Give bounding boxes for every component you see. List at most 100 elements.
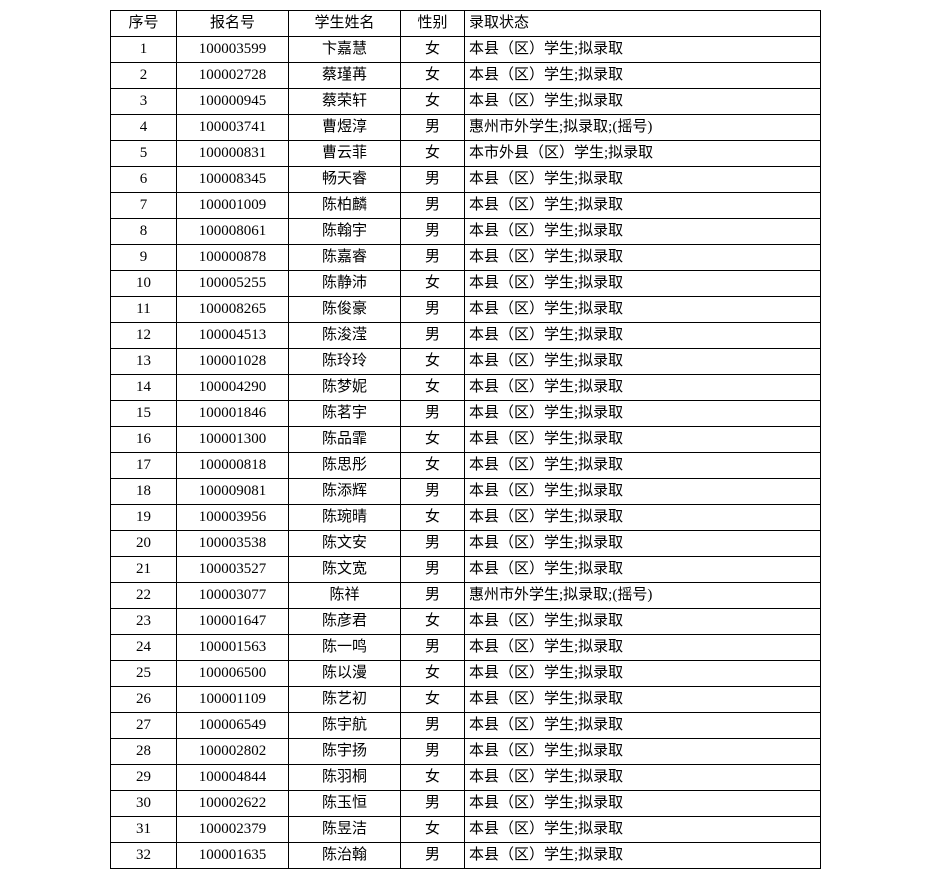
cell-id: 100005255: [177, 271, 289, 297]
cell-name: 陈昱洁: [289, 817, 401, 843]
cell-id: 100001563: [177, 635, 289, 661]
cell-status: 本县（区）学生;拟录取: [465, 271, 821, 297]
cell-id: 100009081: [177, 479, 289, 505]
admission-table-container: 序号 报名号 学生姓名 性别 录取状态 1100003599卞嘉慧女本县（区）学…: [110, 10, 820, 869]
cell-seq: 27: [111, 713, 177, 739]
table-row: 29100004844陈羽桐女本县（区）学生;拟录取: [111, 765, 821, 791]
cell-id: 100008061: [177, 219, 289, 245]
table-row: 14100004290陈梦妮女本县（区）学生;拟录取: [111, 375, 821, 401]
cell-seq: 24: [111, 635, 177, 661]
cell-id: 100006549: [177, 713, 289, 739]
cell-status: 本县（区）学生;拟录取: [465, 609, 821, 635]
table-row: 25100006500陈以漫女本县（区）学生;拟录取: [111, 661, 821, 687]
cell-seq: 30: [111, 791, 177, 817]
table-row: 23100001647陈彦君女本县（区）学生;拟录取: [111, 609, 821, 635]
cell-gender: 男: [401, 583, 465, 609]
cell-name: 陈嘉睿: [289, 245, 401, 271]
cell-seq: 21: [111, 557, 177, 583]
cell-gender: 女: [401, 427, 465, 453]
cell-id: 100000945: [177, 89, 289, 115]
cell-seq: 8: [111, 219, 177, 245]
cell-status: 本县（区）学生;拟录取: [465, 739, 821, 765]
cell-seq: 14: [111, 375, 177, 401]
cell-seq: 19: [111, 505, 177, 531]
header-status: 录取状态: [465, 11, 821, 37]
cell-status: 本县（区）学生;拟录取: [465, 557, 821, 583]
cell-seq: 15: [111, 401, 177, 427]
cell-name: 曹云菲: [289, 141, 401, 167]
cell-id: 100003741: [177, 115, 289, 141]
cell-gender: 女: [401, 349, 465, 375]
cell-name: 陈茗宇: [289, 401, 401, 427]
cell-status: 本县（区）学生;拟录取: [465, 817, 821, 843]
cell-id: 100000831: [177, 141, 289, 167]
cell-seq: 10: [111, 271, 177, 297]
table-row: 9100000878陈嘉睿男本县（区）学生;拟录取: [111, 245, 821, 271]
table-row: 13100001028陈玲玲女本县（区）学生;拟录取: [111, 349, 821, 375]
cell-status: 本县（区）学生;拟录取: [465, 843, 821, 869]
cell-status: 本县（区）学生;拟录取: [465, 297, 821, 323]
cell-name: 陈一鸣: [289, 635, 401, 661]
cell-gender: 男: [401, 323, 465, 349]
cell-name: 陈文宽: [289, 557, 401, 583]
table-row: 2100002728蔡瑾苒女本县（区）学生;拟录取: [111, 63, 821, 89]
cell-id: 100000818: [177, 453, 289, 479]
cell-status: 惠州市外学生;拟录取;(摇号): [465, 583, 821, 609]
cell-status: 本县（区）学生;拟录取: [465, 687, 821, 713]
cell-status: 本县（区）学生;拟录取: [465, 427, 821, 453]
cell-gender: 男: [401, 479, 465, 505]
table-row: 6100008345畅天睿男本县（区）学生;拟录取: [111, 167, 821, 193]
cell-status: 本县（区）学生;拟录取: [465, 37, 821, 63]
cell-gender: 男: [401, 167, 465, 193]
cell-seq: 23: [111, 609, 177, 635]
cell-status: 本县（区）学生;拟录取: [465, 479, 821, 505]
cell-status: 本县（区）学生;拟录取: [465, 219, 821, 245]
cell-gender: 女: [401, 609, 465, 635]
table-row: 12100004513陈浚滢男本县（区）学生;拟录取: [111, 323, 821, 349]
cell-gender: 女: [401, 661, 465, 687]
cell-status: 本县（区）学生;拟录取: [465, 453, 821, 479]
cell-id: 100008265: [177, 297, 289, 323]
cell-seq: 11: [111, 297, 177, 323]
cell-seq: 26: [111, 687, 177, 713]
table-row: 27100006549陈宇航男本县（区）学生;拟录取: [111, 713, 821, 739]
cell-id: 100003956: [177, 505, 289, 531]
cell-seq: 16: [111, 427, 177, 453]
cell-seq: 1: [111, 37, 177, 63]
cell-name: 陈治翰: [289, 843, 401, 869]
cell-status: 本县（区）学生;拟录取: [465, 661, 821, 687]
cell-seq: 20: [111, 531, 177, 557]
cell-name: 曹煜淳: [289, 115, 401, 141]
cell-gender: 女: [401, 687, 465, 713]
table-row: 28100002802陈宇扬男本县（区）学生;拟录取: [111, 739, 821, 765]
cell-name: 陈玉恒: [289, 791, 401, 817]
table-row: 22100003077陈祥男惠州市外学生;拟录取;(摇号): [111, 583, 821, 609]
table-row: 20100003538陈文安男本县（区）学生;拟录取: [111, 531, 821, 557]
cell-gender: 男: [401, 635, 465, 661]
cell-name: 陈琬晴: [289, 505, 401, 531]
cell-name: 陈祥: [289, 583, 401, 609]
cell-gender: 男: [401, 739, 465, 765]
cell-status: 本县（区）学生;拟录取: [465, 765, 821, 791]
cell-seq: 5: [111, 141, 177, 167]
table-row: 7100001009陈柏麟男本县（区）学生;拟录取: [111, 193, 821, 219]
table-row: 5100000831曹云菲女本市外县（区）学生;拟录取: [111, 141, 821, 167]
cell-id: 100002622: [177, 791, 289, 817]
cell-seq: 6: [111, 167, 177, 193]
cell-name: 陈浚滢: [289, 323, 401, 349]
header-gender: 性别: [401, 11, 465, 37]
cell-name: 陈梦妮: [289, 375, 401, 401]
cell-name: 陈艺初: [289, 687, 401, 713]
table-row: 26100001109陈艺初女本县（区）学生;拟录取: [111, 687, 821, 713]
header-row: 序号 报名号 学生姓名 性别 录取状态: [111, 11, 821, 37]
cell-seq: 3: [111, 89, 177, 115]
cell-gender: 女: [401, 765, 465, 791]
cell-status: 本县（区）学生;拟录取: [465, 63, 821, 89]
cell-gender: 男: [401, 843, 465, 869]
cell-gender: 男: [401, 245, 465, 271]
cell-status: 本县（区）学生;拟录取: [465, 635, 821, 661]
cell-name: 陈宇扬: [289, 739, 401, 765]
cell-gender: 女: [401, 453, 465, 479]
cell-id: 100002728: [177, 63, 289, 89]
cell-id: 100006500: [177, 661, 289, 687]
